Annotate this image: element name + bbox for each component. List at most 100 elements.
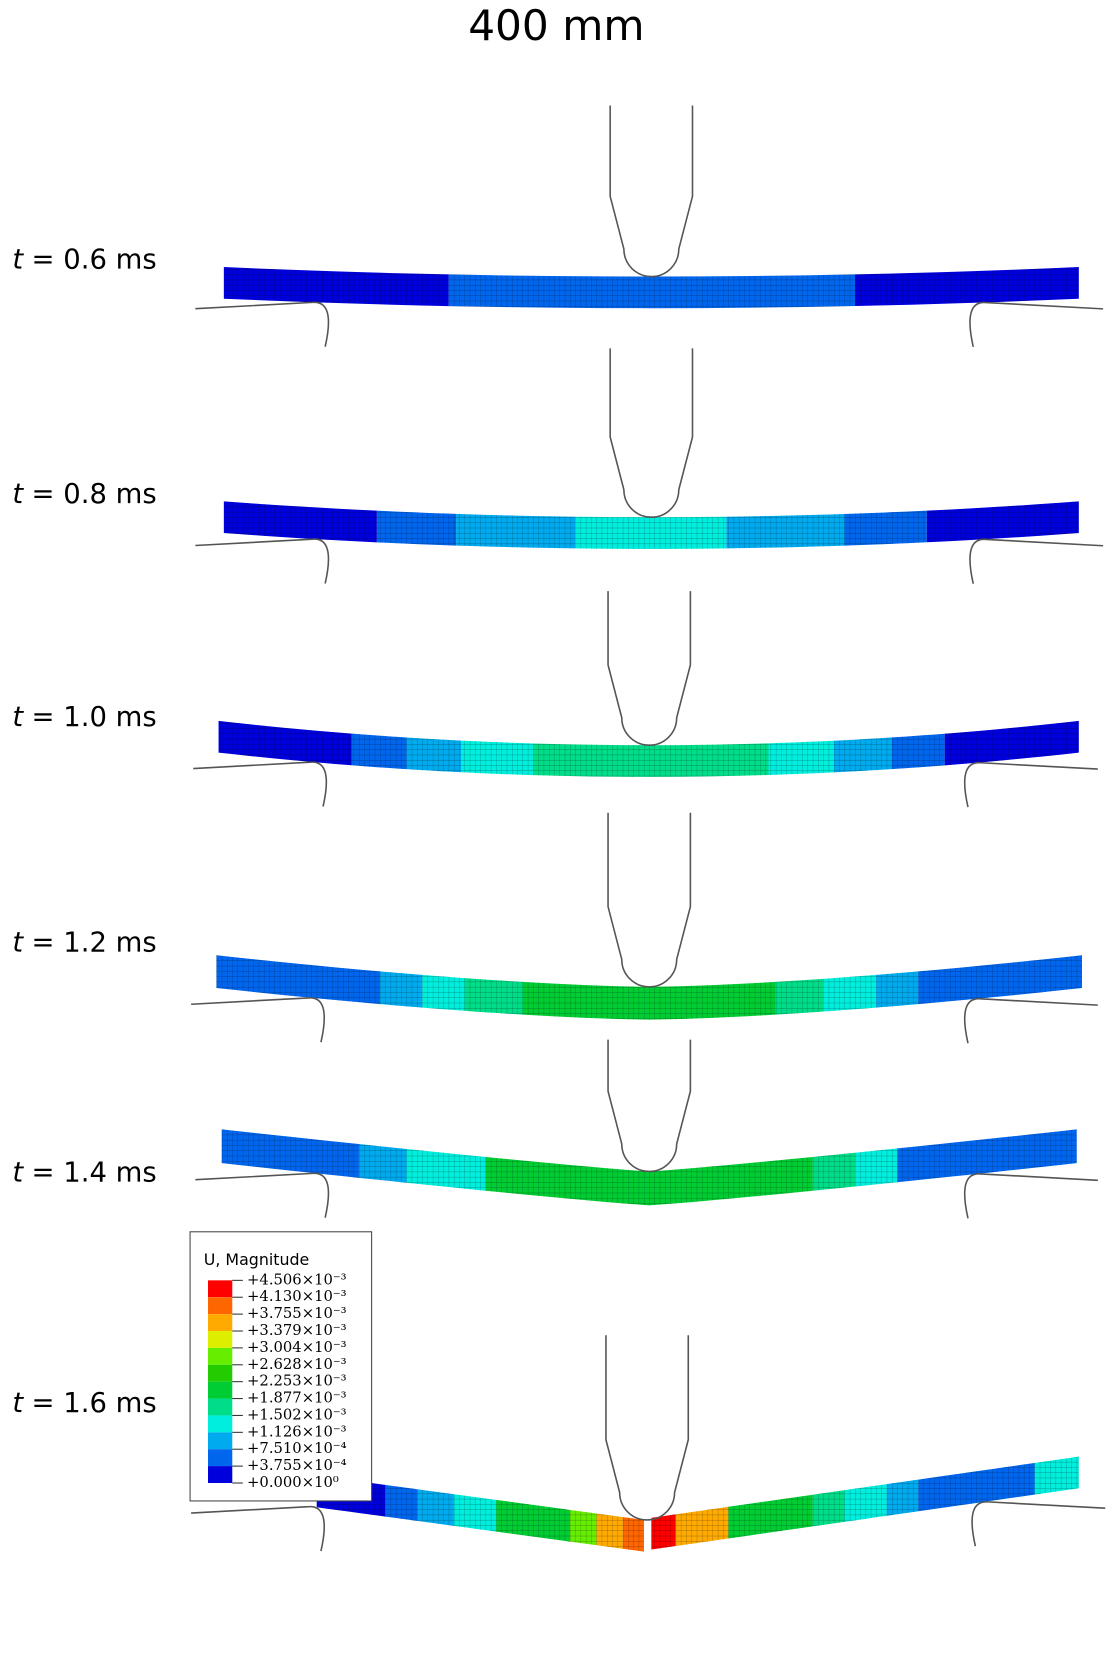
beam-mesh xyxy=(918,1462,1035,1512)
beam-mesh xyxy=(422,974,465,1011)
beam-mesh xyxy=(406,737,462,773)
support-left xyxy=(195,301,330,347)
legend-label: +2.253×10⁻³ xyxy=(247,1373,347,1390)
beam-mesh xyxy=(876,971,919,1008)
punch xyxy=(609,348,694,518)
time-label: t = 0.6 ms xyxy=(12,244,156,275)
legend-swatch xyxy=(208,1314,233,1332)
beam-mesh xyxy=(926,501,1079,543)
beam-mesh xyxy=(855,267,1079,307)
beam-mesh xyxy=(1034,1456,1079,1495)
legend-swatch xyxy=(208,1347,233,1365)
beam-mesh xyxy=(844,1484,887,1522)
beam-mesh xyxy=(464,978,523,1015)
punch xyxy=(609,105,694,278)
beam-mesh xyxy=(570,1509,597,1546)
beam-mesh xyxy=(728,1494,813,1539)
beam-mesh xyxy=(596,1513,623,1549)
beam-mesh xyxy=(456,513,576,549)
legend-swatch xyxy=(208,1280,233,1298)
beam-mesh xyxy=(485,1156,813,1206)
panel: t = 1.2 ms xyxy=(12,812,1098,1044)
time-symbol: t xyxy=(12,244,24,275)
beam-mesh xyxy=(380,971,423,1008)
time-symbol: t xyxy=(12,927,24,958)
legend-label: +1.126×10⁻³ xyxy=(247,1423,347,1440)
beam-mesh xyxy=(891,733,945,770)
punch xyxy=(607,1039,692,1173)
time-symbol: t xyxy=(12,1157,24,1188)
beam-mesh xyxy=(218,720,352,766)
legend-label: +3.379×10⁻³ xyxy=(247,1322,347,1339)
time-value: = 0.6 ms xyxy=(32,244,157,275)
beam-mesh xyxy=(855,1148,898,1187)
beam-mesh xyxy=(358,1144,407,1183)
panel: t = 1.4 ms xyxy=(12,1039,1098,1219)
punch xyxy=(607,812,692,988)
time-value: = 1.0 ms xyxy=(32,701,157,732)
legend-swatch xyxy=(208,1398,233,1416)
beam-mesh xyxy=(886,1479,919,1516)
figure-title: 400 mm xyxy=(468,1,644,50)
time-label: t = 1.4 ms xyxy=(12,1157,156,1188)
time-label: t = 1.2 ms xyxy=(12,927,156,958)
time-value: = 1.4 ms xyxy=(32,1157,157,1188)
legend-label: +4.506×10⁻³ xyxy=(247,1271,347,1288)
beam-mesh xyxy=(622,1517,644,1552)
support-right xyxy=(971,1501,1106,1547)
legend-label: +2.628×10⁻³ xyxy=(247,1356,347,1373)
time-label: t = 0.8 ms xyxy=(12,479,156,510)
beam-mesh xyxy=(385,1484,418,1521)
beam-mesh xyxy=(726,513,845,549)
time-symbol: t xyxy=(12,1387,24,1418)
panel: t = 1.6 ms xyxy=(12,1335,1106,1552)
legend-swatch xyxy=(208,1466,233,1484)
beam-mesh xyxy=(406,1148,486,1191)
beam-mesh xyxy=(897,1129,1077,1183)
punch xyxy=(607,591,692,746)
time-symbol: t xyxy=(12,701,24,732)
support-left xyxy=(191,997,325,1043)
beam-mesh xyxy=(823,974,877,1012)
beam-mesh xyxy=(812,1152,856,1191)
legend-swatch xyxy=(208,1364,233,1382)
support-right xyxy=(969,301,1104,348)
legend-label: +1.502×10⁻³ xyxy=(247,1406,347,1423)
support-left xyxy=(195,1172,330,1218)
beam-mesh xyxy=(461,740,534,776)
legend-swatch xyxy=(208,1415,233,1433)
legend-label: +4.130×10⁻³ xyxy=(247,1288,347,1305)
support-right xyxy=(969,538,1104,584)
beam-mesh xyxy=(223,267,449,307)
time-value: = 1.2 ms xyxy=(32,927,157,958)
beam-mesh xyxy=(812,1490,845,1527)
beam-mesh xyxy=(448,274,856,309)
beam-mesh xyxy=(768,740,834,775)
time-value: = 1.6 ms xyxy=(32,1387,157,1418)
legend-label: +0.000×10⁰ xyxy=(247,1474,339,1491)
panel: t = 0.6 ms xyxy=(12,105,1104,348)
panel: t = 0.8 ms xyxy=(12,348,1104,584)
beam-mesh xyxy=(221,1129,359,1178)
legend-swatch xyxy=(208,1381,233,1399)
beam-mesh xyxy=(833,737,892,773)
panel: t = 1.0 ms xyxy=(12,591,1098,808)
beam-mesh xyxy=(216,955,381,1005)
legend-swatch xyxy=(208,1449,233,1467)
beam-mesh xyxy=(496,1499,571,1542)
legend: U, Magnitude +4.506×10⁻³+4.130×10⁻³+3.75… xyxy=(189,1231,373,1502)
time-label: t = 1.6 ms xyxy=(12,1387,156,1418)
support-right xyxy=(964,998,1098,1044)
beam-mesh xyxy=(223,501,377,543)
beam-mesh xyxy=(376,510,457,546)
legend-label: +3.004×10⁻³ xyxy=(247,1339,347,1356)
beam-mesh xyxy=(453,1494,497,1532)
support-left xyxy=(193,761,328,807)
support-right xyxy=(964,761,1098,808)
beam-mesh xyxy=(575,516,727,549)
beam-mesh xyxy=(417,1489,454,1526)
beam-mesh xyxy=(533,743,769,777)
time-label: t = 1.0 ms xyxy=(12,701,156,732)
